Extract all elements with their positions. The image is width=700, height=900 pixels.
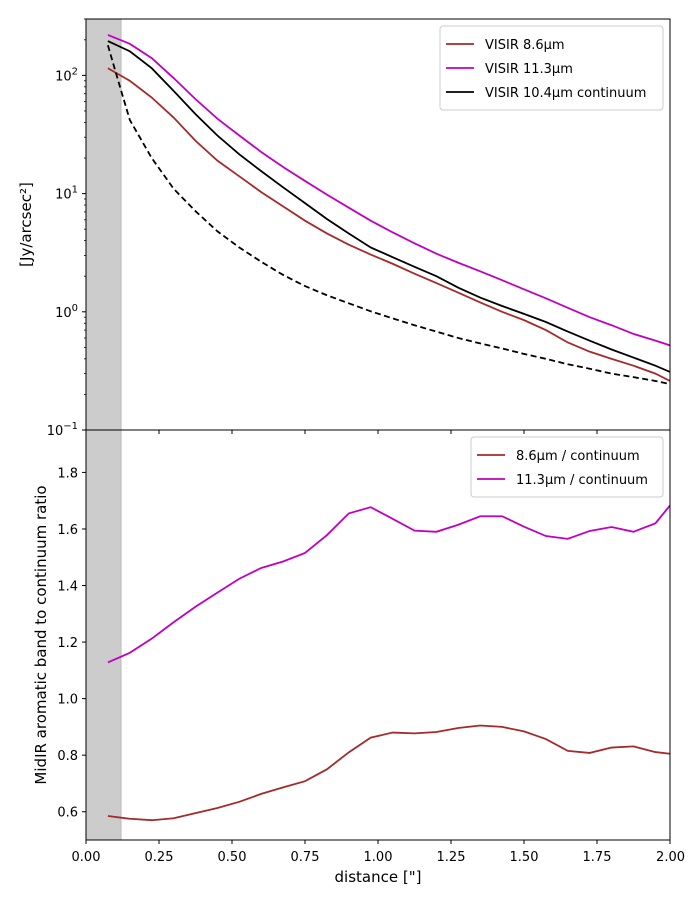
y-tick-label: 1.0 — [57, 693, 78, 708]
y-tick-label: 10−1 — [47, 421, 78, 439]
y-tick-label: 101 — [55, 185, 78, 203]
series-line-11-3-m-continuum — [107, 504, 670, 664]
y-tick-label: 100 — [55, 303, 78, 321]
x-tick-label: 1.75 — [583, 850, 612, 865]
legend-entry: 8.6μm / continuum — [516, 449, 640, 464]
series-line-visir-8-6-m — [107, 67, 670, 382]
y-tick-label: 102 — [55, 66, 78, 84]
series-line-visir-10-4-m-continuum — [107, 40, 670, 373]
shaded-region — [85, 18, 122, 431]
y-tick-label: 1.8 — [57, 466, 78, 481]
x-tick-label: 0.25 — [145, 850, 174, 865]
x-tick-label: 0.50 — [218, 850, 247, 865]
series-line-psf-dashed — [107, 44, 670, 385]
x-tick-label: 0.00 — [72, 850, 101, 865]
bottom-y-axis-label: MidIR aromatic band to continuum ratio — [32, 485, 50, 784]
x-tick-label: 1.00 — [364, 850, 393, 865]
y-tick-label: 1.4 — [57, 580, 78, 595]
y-tick-label: 1.2 — [57, 636, 78, 651]
legend-entry: VISIR 8.6μm — [485, 38, 565, 53]
legend-box-top — [439, 25, 664, 111]
legend-box-bottom — [470, 436, 664, 498]
series-line-8-6-m-continuum — [107, 724, 670, 822]
y-tick-label: 0.6 — [57, 806, 78, 821]
legend-entry: VISIR 11.3μm — [485, 62, 573, 77]
series-line-visir-11-3-m — [107, 34, 670, 347]
top-y-axis-label: [Jy/arcsec²] — [17, 182, 35, 267]
legend-entry: 11.3μm / continuum — [516, 473, 648, 488]
bottom-panel: 0.6 0.8 1.0 1.2 1.4 1.6 1.8 0.00 0.25 0.50 0.75 1.0… — [32, 429, 685, 886]
shaded-region — [85, 429, 122, 841]
y-tick-label: 1.6 — [57, 523, 78, 538]
x-tick-label: 0.75 — [291, 850, 320, 865]
legend-entry: VISIR 10.4μm continuum — [485, 86, 646, 101]
x-axis-label: distance ["] — [335, 868, 422, 886]
top-panel: 10−1 100 101 102 [Jy/arcsec²] VISIR 8.6μm VISI… — [17, 18, 671, 439]
x-tick-label: 1.50 — [510, 850, 539, 865]
y-tick-label: 0.8 — [57, 749, 78, 764]
x-tick-label: 2.00 — [656, 850, 685, 865]
x-tick-label: 1.25 — [437, 850, 466, 865]
